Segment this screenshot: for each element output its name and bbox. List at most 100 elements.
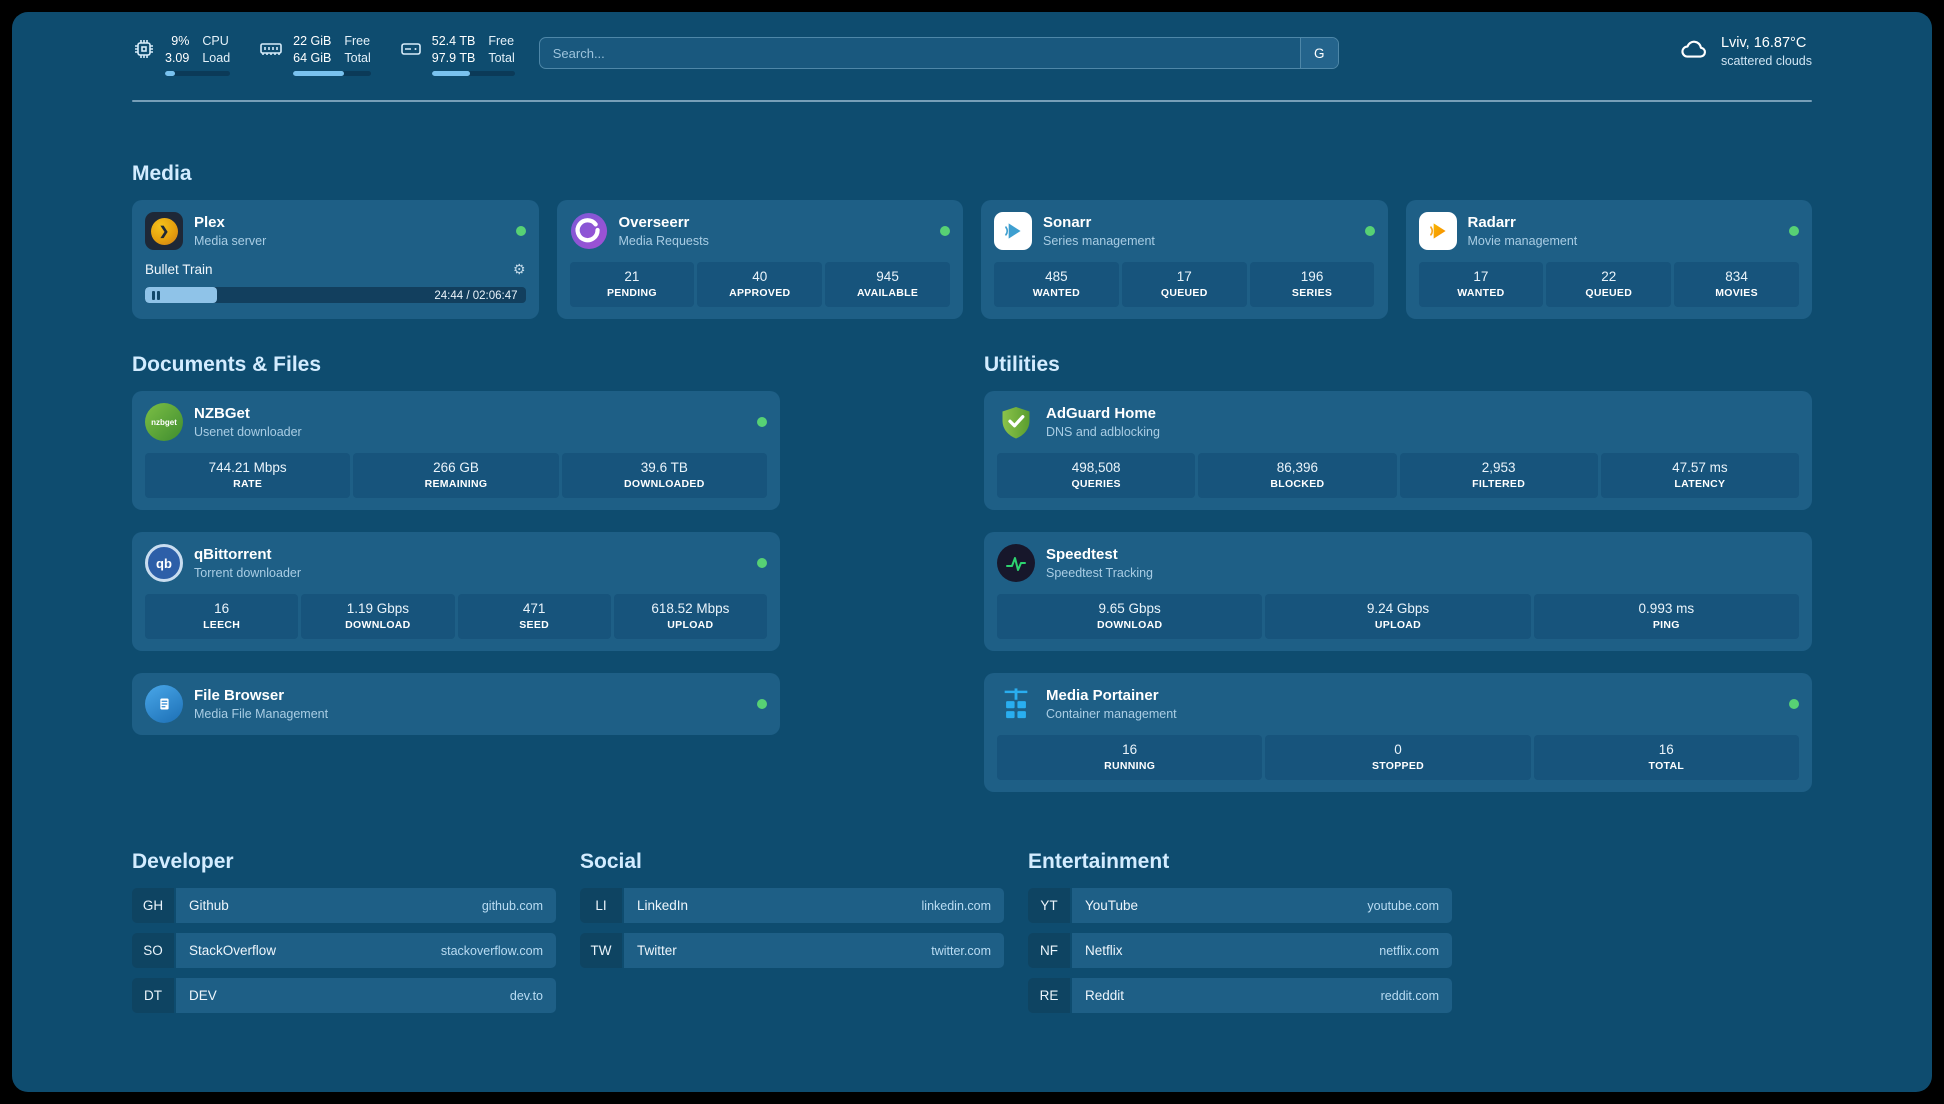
bookmark-name: DEV xyxy=(189,988,217,1003)
stat-label: BLOCKED xyxy=(1270,478,1325,490)
stat-label: AVAILABLE xyxy=(856,287,919,299)
app-card-portainer[interactable]: Media Portainer Container management 16 … xyxy=(984,673,1812,792)
app-card-adguard[interactable]: AdGuard Home DNS and adblocking 498,508 … xyxy=(984,391,1812,510)
app-card-plex[interactable]: ❯ Plex Media server Bullet Train ⚙ 24:44… xyxy=(132,200,539,319)
stat-value: 1.19 Gbps xyxy=(346,601,410,616)
app-name: Media Portainer xyxy=(1046,687,1159,704)
stat-label: STOPPED xyxy=(1371,760,1425,772)
stat-value: 9.65 Gbps xyxy=(1098,601,1161,616)
stat-tile: 0 STOPPED xyxy=(1265,735,1531,780)
search-input[interactable] xyxy=(539,38,1300,68)
disk-total-label: Total xyxy=(488,51,515,65)
app-card-speedtest[interactable]: Speedtest Speedtest Tracking 9.65 Gbps D… xyxy=(984,532,1812,651)
cloud-icon xyxy=(1676,34,1710,69)
search-engine-button[interactable]: G xyxy=(1299,38,1338,68)
top-bar: 9% 3.09 CPU Load xyxy=(132,12,1812,76)
stat-value: 471 xyxy=(522,601,546,616)
stat-tile: 618.52 Mbps UPLOAD xyxy=(613,594,767,639)
memory-total-label: Total xyxy=(344,51,371,65)
status-dot xyxy=(757,417,767,427)
stat-tile: 945 AVAILABLE xyxy=(825,262,950,307)
bookmark-reddit[interactable]: RE Reddit reddit.com xyxy=(1028,978,1452,1013)
stat-value: 196 xyxy=(1300,269,1324,284)
stat-tile: 17 WANTED xyxy=(1418,262,1544,307)
app-subtitle: Usenet downloader xyxy=(194,425,302,439)
section-title-media: Media xyxy=(132,162,192,185)
gear-icon[interactable]: ⚙ xyxy=(512,261,526,277)
app-name: Radarr xyxy=(1467,214,1516,231)
bookmark-twitter[interactable]: TW Twitter twitter.com xyxy=(580,933,1004,968)
disk-icon xyxy=(399,34,423,76)
app-name: Sonarr xyxy=(1043,214,1092,231)
stat-row: 17 WANTED 22 QUEUED 834 MOVIES xyxy=(1418,262,1800,307)
status-dot xyxy=(1789,699,1799,709)
stat-value: 47.57 ms xyxy=(1672,460,1728,475)
bookmark-url: github.com xyxy=(481,898,543,913)
stat-tile: 22 QUEUED xyxy=(1546,262,1672,307)
stat-value: 485 xyxy=(1045,269,1068,284)
playback-time: 24:44 / 02:06:47 xyxy=(434,289,518,302)
stat-label: SEED xyxy=(519,619,550,631)
stat-label: FILTERED xyxy=(1472,478,1526,490)
app-card-overseerr[interactable]: Overseerr Media Requests 21 PENDING 40 A… xyxy=(556,200,963,319)
app-card-radarr[interactable]: Radarr Movie management 17 WANTED 22 QUE… xyxy=(1405,200,1812,319)
app-card-nzbget[interactable]: nzbget NZBGet Usenet downloader 744.21 M… xyxy=(132,391,780,510)
bookmark-stackoverflow[interactable]: SO StackOverflow stackoverflow.com xyxy=(132,933,556,968)
stat-tile: 834 MOVIES xyxy=(1674,262,1799,307)
stat-label: DOWNLOADED xyxy=(624,478,705,490)
bookmark-url: stackoverflow.com xyxy=(440,943,543,958)
app-card-filebrowser[interactable]: File Browser Media File Management xyxy=(132,673,780,735)
playback-progress-bar[interactable]: 24:44 / 02:06:47 xyxy=(145,287,526,303)
stat-label: APPROVED xyxy=(729,287,791,299)
bookmark-youtube[interactable]: YT YouTube youtube.com xyxy=(1028,888,1452,923)
stat-tile: 744.21 Mbps RATE xyxy=(145,453,351,498)
bookmark-linkedin[interactable]: LI LinkedIn linkedin.com xyxy=(580,888,1004,923)
section-title-social: Social xyxy=(580,850,642,873)
bookmark-name: StackOverflow xyxy=(189,943,277,958)
stat-label: MOVIES xyxy=(1715,287,1758,299)
cpu-widget: 9% 3.09 CPU Load xyxy=(132,34,231,76)
app-subtitle: Series management xyxy=(1043,234,1155,248)
stat-tile: 16 TOTAL xyxy=(1533,735,1799,780)
bookmark-url: dev.to xyxy=(509,988,543,1003)
header-divider xyxy=(132,100,1812,102)
bookmark-abbr: SO xyxy=(132,933,174,968)
stat-label: UPLOAD xyxy=(667,619,714,631)
cpu-icon xyxy=(132,34,156,76)
app-card-sonarr[interactable]: Sonarr Series management 485 WANTED 17 Q… xyxy=(981,200,1388,319)
bookmark-column-social: Social LI LinkedIn linkedin.com TW Twitt… xyxy=(580,850,1004,1013)
stat-value: 834 xyxy=(1725,269,1748,284)
pause-icon[interactable] xyxy=(152,291,160,300)
app-card-qbittorrent[interactable]: qb qBittorrent Torrent downloader 16 LEE… xyxy=(132,532,780,651)
adguard-icon xyxy=(997,403,1035,441)
status-dot xyxy=(940,226,950,236)
stat-tile: 47.57 ms LATENCY xyxy=(1600,453,1799,498)
app-subtitle: Torrent downloader xyxy=(194,566,302,580)
bookmark-url: reddit.com xyxy=(1380,988,1439,1003)
stat-tile: 39.6 TB DOWNLOADED xyxy=(561,453,767,498)
app-subtitle: Media server xyxy=(194,234,267,248)
bookmark-dev[interactable]: DT DEV dev.to xyxy=(132,978,556,1013)
qbittorrent-icon-label: qb xyxy=(156,555,172,571)
nzbget-icon-label: nzbget xyxy=(151,417,177,427)
stat-tile: 16 LEECH xyxy=(145,594,299,639)
stat-label: QUERIES xyxy=(1071,478,1121,490)
stat-tile: 0.993 ms PING xyxy=(1533,594,1799,639)
stat-label: QUEUED xyxy=(1160,287,1208,299)
app-subtitle: DNS and adblocking xyxy=(1046,425,1160,439)
memory-free-value: 22 GiB xyxy=(293,34,332,48)
bookmark-url: twitter.com xyxy=(931,943,991,958)
stat-tile: 21 PENDING xyxy=(569,262,695,307)
bookmark-netflix[interactable]: NF Netflix netflix.com xyxy=(1028,933,1452,968)
bookmark-github[interactable]: GH Github github.com xyxy=(132,888,556,923)
bookmark-abbr: LI xyxy=(580,888,622,923)
stat-label: QUEUED xyxy=(1585,287,1633,299)
stat-tile: 16 RUNNING xyxy=(997,735,1263,780)
stat-label: WANTED xyxy=(1457,287,1505,299)
app-name: Speedtest xyxy=(1046,546,1118,563)
qbittorrent-icon: qb xyxy=(145,544,183,582)
stat-label: TOTAL xyxy=(1648,760,1685,772)
dashboard-screen: 9% 3.09 CPU Load xyxy=(12,12,1932,1092)
weather-location: Lviv, 16.87°C xyxy=(1720,35,1807,51)
bookmark-url: netflix.com xyxy=(1379,943,1439,958)
